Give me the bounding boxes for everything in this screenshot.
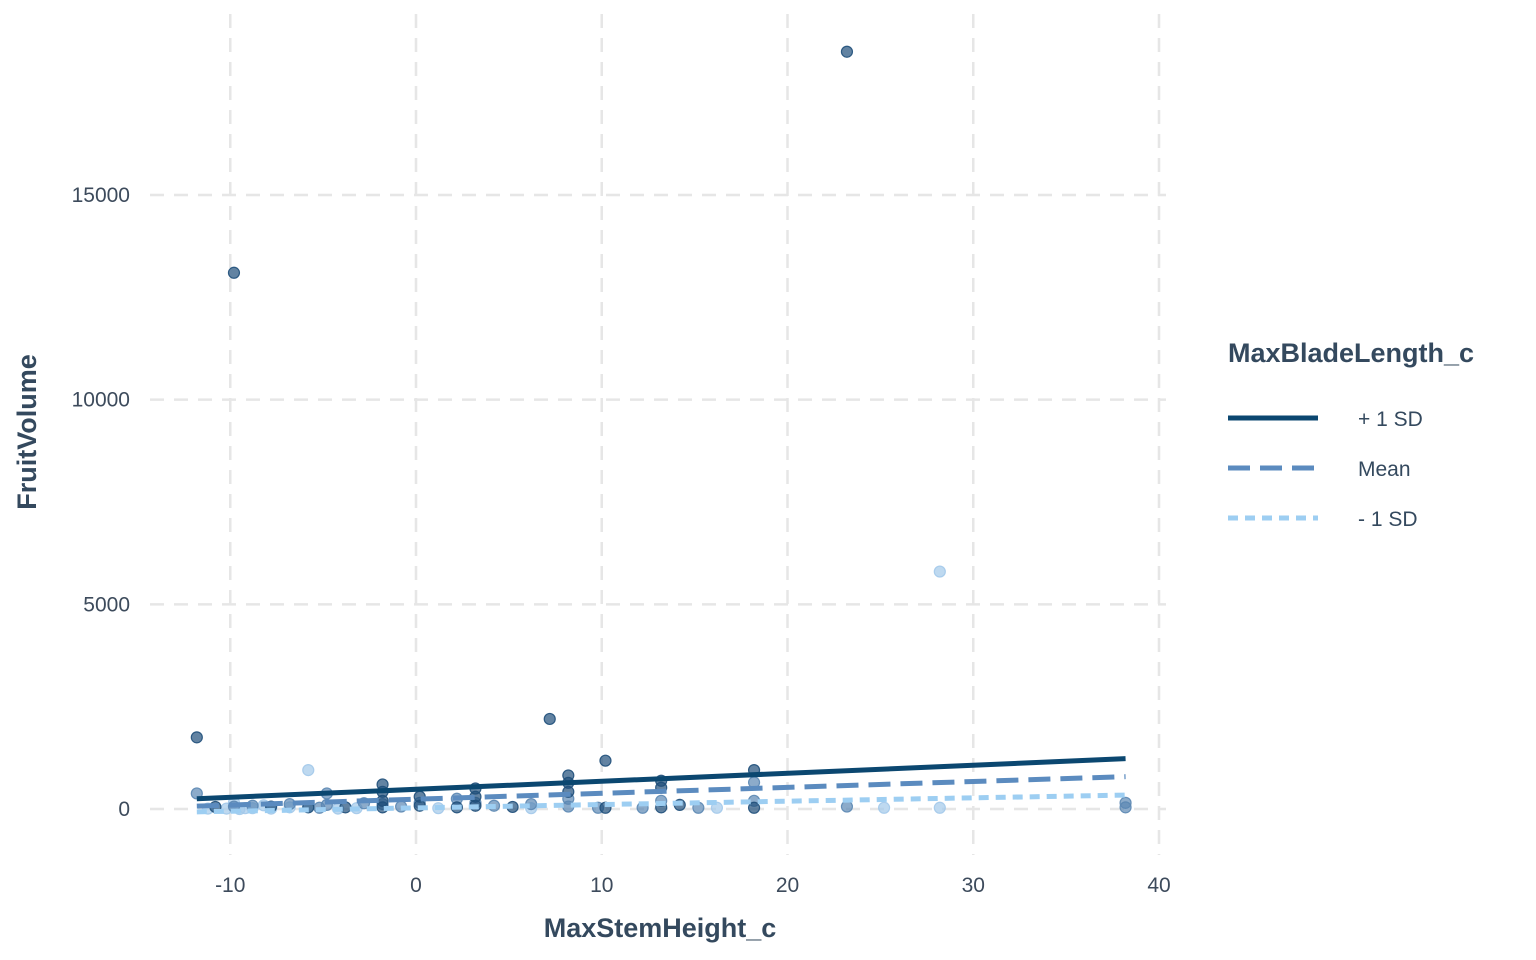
series-line bbox=[196, 756, 1126, 802]
grid bbox=[150, 14, 1166, 855]
y-tick-label: 10000 bbox=[72, 389, 130, 412]
legend-entries: + 1 SD Mean - 1 SD bbox=[1228, 408, 1423, 531]
y-tick-label: 0 bbox=[118, 798, 130, 821]
series-line bbox=[196, 774, 1126, 809]
data-point bbox=[747, 801, 761, 814]
x-tick-label: -10 bbox=[215, 874, 245, 897]
data-point bbox=[710, 801, 724, 814]
x-tick-label: 0 bbox=[410, 874, 422, 897]
legend-label: + 1 SD bbox=[1358, 408, 1423, 431]
y-axis-title: FruitVolume bbox=[12, 354, 42, 510]
y-tick-label: 5000 bbox=[83, 593, 130, 616]
x-axis-title: MaxStemHeight_c bbox=[544, 913, 777, 943]
x-tick-label: 20 bbox=[776, 874, 799, 897]
data-point bbox=[599, 754, 612, 767]
data-point bbox=[190, 731, 203, 744]
x-tick-label: 10 bbox=[590, 874, 613, 897]
legend: MaxBladeLength_c + 1 SD Mean - 1 SD bbox=[1228, 338, 1474, 531]
x-tick-label: 30 bbox=[962, 874, 985, 897]
data-point bbox=[933, 565, 946, 578]
regression-lines bbox=[196, 756, 1126, 815]
y-tick-label: 15000 bbox=[72, 184, 130, 207]
legend-label: - 1 SD bbox=[1358, 508, 1418, 531]
series-line bbox=[196, 792, 1126, 815]
data-point bbox=[1119, 801, 1132, 814]
data-point bbox=[877, 801, 891, 814]
x-tick-label: 40 bbox=[1147, 874, 1170, 897]
data-point bbox=[840, 800, 854, 813]
legend-label: Mean bbox=[1358, 458, 1411, 481]
data-point bbox=[227, 266, 241, 279]
x-axis-ticks: -10 0 10 20 30 40 bbox=[215, 874, 1171, 897]
data-point bbox=[302, 764, 315, 777]
data-points bbox=[190, 45, 1132, 816]
legend-title: MaxBladeLength_c bbox=[1228, 338, 1474, 368]
data-point bbox=[840, 45, 854, 58]
data-point bbox=[933, 801, 946, 814]
data-point bbox=[543, 712, 556, 726]
y-axis-ticks: 0 5000 10000 15000 bbox=[72, 184, 130, 821]
